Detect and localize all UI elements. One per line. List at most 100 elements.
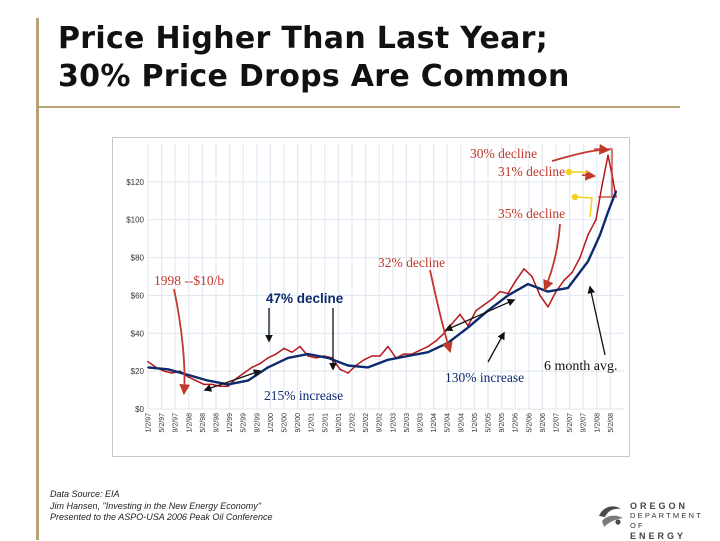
x-tick-label: 1/2/98 [186,413,193,433]
y-tick-label: $120 [126,178,144,187]
slide-title-line-1: Price Higher Than Last Year; [58,21,549,56]
price-point [387,345,389,348]
annotation-6-month-avg: 6 month avg. [544,359,618,374]
annotation-32pct-decline: 32% decline [378,255,445,270]
x-tick-label: 1/2/00 [268,413,275,433]
oil-price-chart: $0 $20 $40 $60 $80 $100 $120 1/2/97 5/2/97 9/2/9… [112,137,630,457]
x-tick-label: 1/2/97 [146,413,153,433]
x-tick-label: 1/2/04 [431,413,438,433]
average-point [527,283,529,285]
price-point [187,376,189,378]
yellow-highlight-dot [565,168,573,176]
annotation-overlay [173,144,613,396]
price-point [219,385,221,388]
arrow-1998-low [173,288,191,396]
average-point [587,260,589,263]
price-point [491,298,493,301]
yellow-highlight-dot [571,193,579,201]
plot-area [148,144,624,409]
price-point [419,349,421,352]
x-tick-label: 9/2/03 [418,413,425,433]
average-point [307,353,309,356]
x-tick-label: 5/2/03 [404,413,411,433]
average-point [467,326,469,329]
price-point [339,368,341,371]
annotation-30pct-decline: 30% decline [470,146,537,161]
price-point [291,351,293,354]
x-tick-label: 9/2/05 [499,413,506,433]
x-tick-label: 5/2/99 [241,413,248,433]
peak-bracket [594,148,613,198]
x-tick-label: 5/2/97 [159,413,166,433]
average-point [615,190,617,193]
price-point [283,347,285,350]
average-point [347,364,349,367]
slide-title-line-2: 30% Price Drops Are Common [58,59,570,94]
average-point [427,351,429,354]
price-point [171,372,173,374]
average-point [247,379,249,382]
x-tick-label: 5/2/02 [363,413,370,433]
price-point [275,353,277,355]
x-tick-label: 9/2/01 [336,413,343,433]
logo-wordmark: OREGON DEPARTMENT OF ENERGY [630,501,716,541]
x-tick-label: 5/2/07 [567,413,574,433]
oregon-department-of-energy-logo: OREGON DEPARTMENT OF ENERGY [596,498,716,541]
annotation-130pct-increase: 130% increase [445,370,524,385]
price-point [475,309,477,312]
average-point [547,290,549,293]
average-point [599,233,601,236]
source-line-2: Jim Hansen, "Investing in the New Energy… [50,500,261,511]
x-tick-label: 5/2/01 [322,413,329,433]
annotation-labels: 30% decline 31% decline 35% decline 1998… [154,146,618,403]
average-point [207,379,209,382]
x-tick-label: 1/2/05 [472,413,479,433]
price-point [601,184,603,187]
x-tick-label: 1/2/03 [390,413,397,433]
price-point [539,294,541,297]
logo-line-2: DEPARTMENT OF [630,511,703,530]
average-point [167,368,169,371]
price-point [259,362,261,365]
price-point [427,345,429,348]
price-point [195,379,197,382]
arrow-6-month-avg [587,285,606,356]
title-underline-rule [36,106,680,108]
y-tick-label: $20 [131,367,145,376]
annotation-1998-low: 1998 --$10/b [154,273,224,288]
source-line-1: Data Source: EIA [50,489,120,499]
price-point [267,357,269,359]
price-point [315,357,317,359]
x-tick-label: 9/2/99 [254,413,261,433]
slide-title: Price Higher Than Last Year; 30% Price D… [58,20,570,96]
price-point [615,196,617,198]
arrow-130pct-increase [444,298,516,332]
y-tick-label: $0 [135,405,144,414]
arrow-30pct-decline [551,144,611,162]
x-axis-ticks: 1/2/97 5/2/97 9/2/97 1/2/98 5/2/98 9/2/98 1/2/… [146,413,615,433]
arrow-32pct-decline [429,269,453,354]
y-tick-label: $80 [131,254,145,263]
x-tick-label: 5/2/05 [486,413,493,433]
price-point [403,353,405,355]
x-tick-label: 9/2/06 [540,413,547,433]
x-tick-label: 1/2/07 [554,413,561,433]
x-tick-label: 9/2/02 [377,413,384,433]
price-point [243,372,245,374]
x-tick-label: 1/2/06 [513,413,520,433]
price-point [547,305,549,308]
y-tick-label: $60 [131,291,145,300]
x-tick-label: 5/2/06 [526,413,533,433]
y-tick-label: $100 [126,216,144,225]
price-point [307,355,309,357]
price-point [299,345,301,348]
price-point [251,366,253,369]
x-tick-label: 9/2/07 [581,413,588,433]
price-point [347,372,349,374]
source-line-3: Presented to the ASPO-USA 2006 Peak Oil … [50,512,273,522]
average-point [567,286,569,289]
average-point [187,374,189,376]
arrow-215pct-increase [203,369,262,392]
price-point [203,383,205,386]
x-tick-label: 5/2/08 [608,413,615,433]
